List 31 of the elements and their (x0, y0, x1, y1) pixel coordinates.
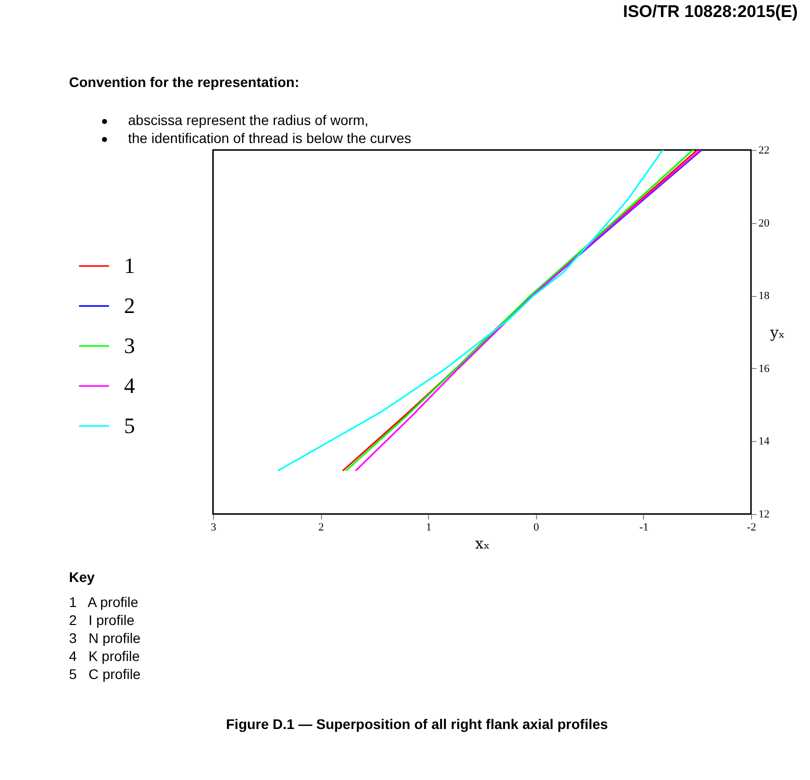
legend-label: 3 (124, 333, 135, 358)
text: 4 K profile (69, 648, 140, 664)
text: Convention for the representation: (69, 74, 300, 90)
legend-label: 2 (124, 293, 135, 318)
y-tick-label: 18 (758, 290, 770, 302)
y-tick-label: 14 (758, 436, 770, 448)
text: 1 A profile (69, 594, 138, 610)
y-tick-label: 12 (758, 508, 770, 520)
legend-label: 4 (124, 373, 135, 398)
x-tick-label: 1 (426, 522, 432, 534)
text: Figure D.1 — Superposition of all right flank axial profiles (226, 716, 608, 732)
x-axis-title: xₓ (475, 534, 490, 552)
x-tick-label: 0 (534, 522, 540, 534)
y-tick-label: 16 (758, 362, 770, 375)
text: 3 N profile (69, 630, 141, 646)
text: abscissa represent the radius of worm, (128, 112, 368, 128)
y-tick-label: 20 (758, 217, 770, 230)
text: the identification of thread is below the curves (128, 130, 412, 146)
y-axis-title: yₓ (769, 324, 785, 342)
legend-label: 5 (124, 413, 135, 438)
y-tick-label: 22 (758, 144, 770, 156)
text: 2 I profile (69, 612, 134, 628)
text: ISO/TR 10828:2015(E) (623, 2, 798, 22)
x-tick-label: -1 (639, 522, 648, 534)
legend-label: 1 (124, 253, 135, 278)
x-tick-label: 3 (210, 522, 217, 534)
x-tick-label: 2 (318, 522, 324, 534)
text: 5 C profile (69, 666, 141, 682)
text: Key (69, 569, 95, 585)
line-series (278, 150, 664, 472)
x-tick-label: -2 (746, 522, 756, 534)
